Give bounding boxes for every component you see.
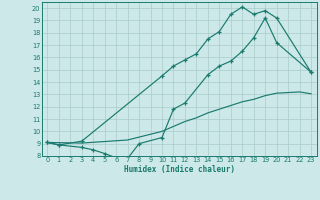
X-axis label: Humidex (Indice chaleur): Humidex (Indice chaleur) <box>124 165 235 174</box>
